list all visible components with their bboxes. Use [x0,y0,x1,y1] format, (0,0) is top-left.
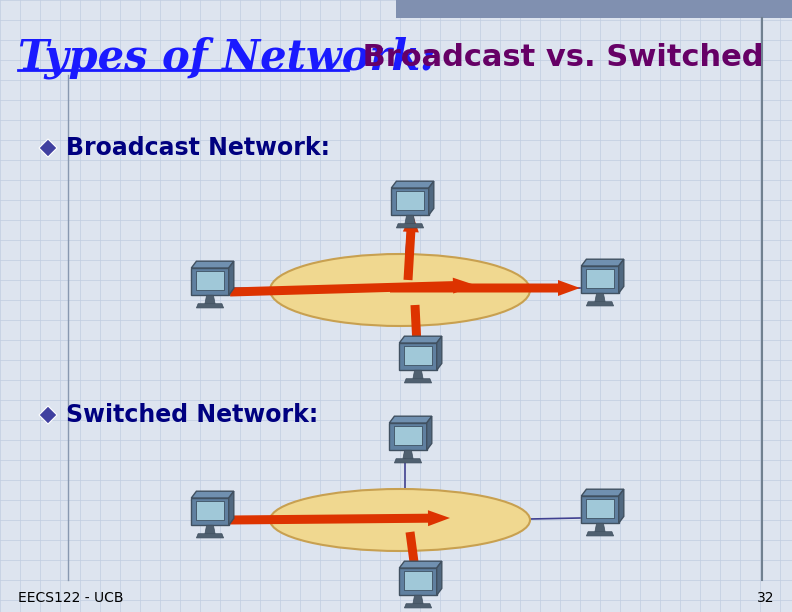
Polygon shape [586,269,614,288]
Polygon shape [205,295,215,304]
FancyArrow shape [406,531,423,592]
Polygon shape [229,261,234,295]
Polygon shape [413,595,423,603]
Polygon shape [428,181,434,215]
Polygon shape [394,427,421,445]
Polygon shape [405,603,432,608]
Text: Broadcast Network:: Broadcast Network: [66,136,330,160]
Text: Switched Network:: Switched Network: [66,403,318,427]
Polygon shape [192,498,229,525]
Text: 32: 32 [756,591,774,605]
Polygon shape [399,343,436,370]
FancyArrow shape [403,212,419,280]
Text: Types of Network:: Types of Network: [18,37,436,79]
Polygon shape [390,423,427,450]
Polygon shape [397,192,424,210]
Polygon shape [397,224,424,228]
Polygon shape [436,561,442,595]
Polygon shape [196,271,223,290]
Polygon shape [390,416,432,423]
Polygon shape [399,561,442,568]
FancyArrow shape [230,278,475,296]
Polygon shape [619,259,624,293]
Polygon shape [192,491,234,498]
Polygon shape [405,572,432,590]
Polygon shape [403,450,413,459]
Polygon shape [581,266,619,293]
Ellipse shape [270,489,530,551]
Polygon shape [581,489,624,496]
Polygon shape [595,293,605,302]
Polygon shape [405,379,432,383]
FancyArrow shape [390,280,580,296]
Text: EECS122 - UCB: EECS122 - UCB [18,591,124,605]
Bar [396,0,792,18]
Polygon shape [436,336,442,370]
Polygon shape [394,459,421,463]
FancyArrow shape [230,510,450,526]
Polygon shape [192,261,234,268]
Polygon shape [399,568,436,595]
Polygon shape [391,181,434,188]
Polygon shape [391,188,428,215]
Polygon shape [581,496,619,523]
Polygon shape [405,346,432,365]
Ellipse shape [270,254,530,326]
Polygon shape [39,139,57,157]
Polygon shape [427,416,432,450]
Text: Broadcast vs. Switched: Broadcast vs. Switched [352,43,763,72]
Polygon shape [586,302,614,306]
Polygon shape [196,534,223,538]
Polygon shape [581,259,624,266]
Polygon shape [196,304,223,308]
Polygon shape [586,499,614,518]
Polygon shape [192,268,229,295]
Polygon shape [399,336,442,343]
Polygon shape [229,491,234,525]
Polygon shape [405,215,415,224]
Polygon shape [196,501,223,520]
Polygon shape [205,525,215,534]
Polygon shape [39,406,57,424]
Polygon shape [413,370,423,379]
Polygon shape [595,523,605,532]
FancyArrow shape [409,305,425,366]
Polygon shape [619,489,624,523]
Polygon shape [586,532,614,536]
